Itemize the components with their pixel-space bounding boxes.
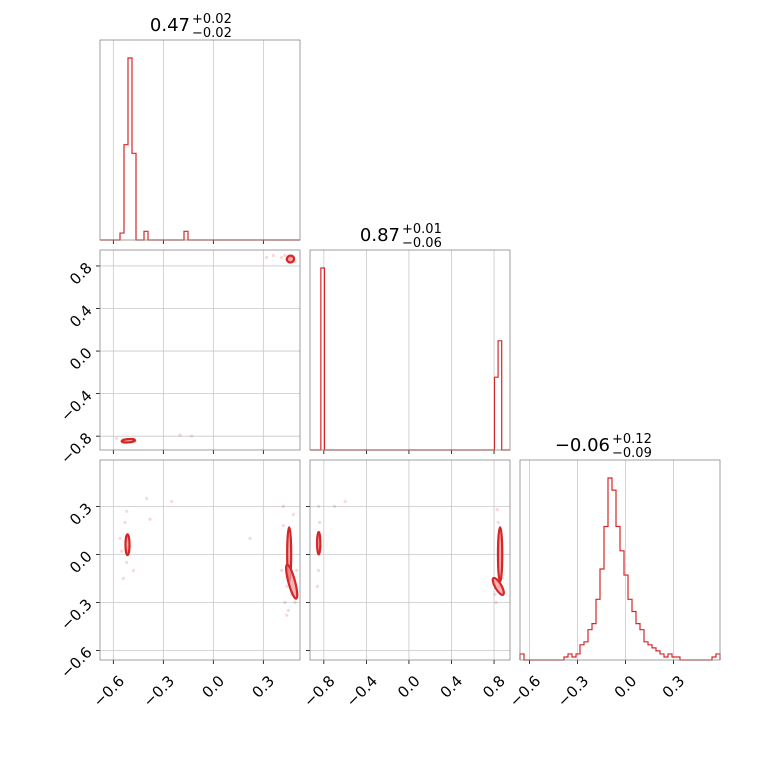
x-tick-label: 0.8 xyxy=(479,672,509,702)
x-tick-label: 0.3 xyxy=(248,672,278,702)
panel-frame xyxy=(99,459,301,661)
sample-point xyxy=(285,613,289,617)
y-tick-label: 0.4 xyxy=(66,301,96,331)
panel-frame xyxy=(309,249,511,451)
scatter-panel-0-1 xyxy=(96,249,301,454)
sample-point xyxy=(285,584,289,589)
sample-point xyxy=(283,600,287,605)
scatter-panel-1-2 xyxy=(306,459,511,664)
sample-point xyxy=(190,434,194,438)
scatter-panel-0-2 xyxy=(96,459,301,664)
sample-point xyxy=(280,255,284,260)
sample-point xyxy=(271,253,275,257)
x-tick-label: −0.3 xyxy=(554,672,592,710)
param-title-minus-1: −0.06 xyxy=(402,236,442,251)
x-tick-label: −0.3 xyxy=(140,672,178,710)
hist-panel-0 xyxy=(99,39,301,244)
sample-point xyxy=(315,584,320,589)
density-contour xyxy=(284,563,299,600)
sample-point xyxy=(280,568,284,573)
sample-point xyxy=(281,524,285,528)
density-contour xyxy=(285,254,296,264)
y-tick-label: 0.0 xyxy=(66,344,96,374)
sample-point xyxy=(493,592,497,597)
sample-point xyxy=(115,436,119,440)
density-contour xyxy=(491,576,505,596)
panel-frame xyxy=(309,459,511,661)
x-tick-label: −0.6 xyxy=(506,672,544,710)
sample-point xyxy=(317,520,322,525)
density-contour xyxy=(124,533,131,557)
x-tick-label: 0.4 xyxy=(437,672,467,702)
panel-frame xyxy=(99,39,301,241)
density-contour xyxy=(496,526,504,583)
sample-point xyxy=(125,509,129,513)
x-tick-label: 0.0 xyxy=(198,672,228,702)
panel-frame xyxy=(99,249,301,451)
sample-point xyxy=(265,255,269,260)
sample-point xyxy=(170,500,174,504)
y-tick-label: −0.6 xyxy=(57,643,95,681)
sample-point xyxy=(121,576,125,581)
sample-point xyxy=(291,512,295,517)
panel-frame xyxy=(519,459,721,661)
sample-point xyxy=(178,433,182,437)
y-tick-label: −0.4 xyxy=(57,387,95,425)
sample-point xyxy=(283,253,287,257)
sample-point xyxy=(496,520,500,525)
sample-point xyxy=(125,560,129,565)
sample-point xyxy=(332,504,337,508)
param-title-plus-0: +0.02 xyxy=(192,12,232,27)
sample-point xyxy=(495,508,499,512)
param-title-plus-1: +0.01 xyxy=(402,222,442,237)
hist-panel-1 xyxy=(309,249,511,454)
sample-point xyxy=(281,504,285,508)
sample-point xyxy=(293,600,297,605)
y-tick-label: 0.8 xyxy=(66,259,96,289)
sample-point xyxy=(343,500,347,504)
y-tick-label: 0.3 xyxy=(66,499,96,529)
sample-point xyxy=(131,568,135,573)
param-title-minus-0: −0.02 xyxy=(192,26,232,41)
histogram-series-1 xyxy=(310,267,510,451)
sample-point xyxy=(145,496,149,500)
sample-point xyxy=(248,536,252,541)
y-tick-label: 0.0 xyxy=(66,547,96,577)
sample-point xyxy=(118,536,122,541)
param-title-1: 0.87 xyxy=(360,225,400,246)
sample-point xyxy=(494,600,498,605)
param-title-2: −0.06 xyxy=(555,435,610,456)
hist-panel-2 xyxy=(519,459,721,664)
x-tick-label: −0.8 xyxy=(300,672,338,710)
density-contour xyxy=(120,437,137,444)
histogram-series-0 xyxy=(100,57,300,241)
param-title-plus-2: +0.12 xyxy=(612,432,652,447)
param-title-minus-2: −0.09 xyxy=(612,446,652,461)
x-tick-label: −0.4 xyxy=(343,672,381,710)
sample-point xyxy=(316,504,321,508)
y-tick-label: −0.8 xyxy=(57,429,95,467)
sample-point xyxy=(295,568,299,573)
x-tick-label: 0.0 xyxy=(611,672,641,702)
sample-point xyxy=(148,517,152,521)
x-tick-label: 0.0 xyxy=(394,672,424,702)
x-tick-label: 0.3 xyxy=(659,672,689,702)
density-contour xyxy=(316,530,322,556)
histogram-series-2 xyxy=(519,477,721,661)
sample-point xyxy=(316,568,321,573)
sample-point xyxy=(286,608,290,613)
sample-point xyxy=(120,549,124,553)
sample-point xyxy=(123,520,127,525)
y-tick-label: −0.3 xyxy=(57,595,95,633)
x-tick-label: −0.6 xyxy=(90,672,128,710)
param-title-0: 0.47 xyxy=(150,15,190,36)
